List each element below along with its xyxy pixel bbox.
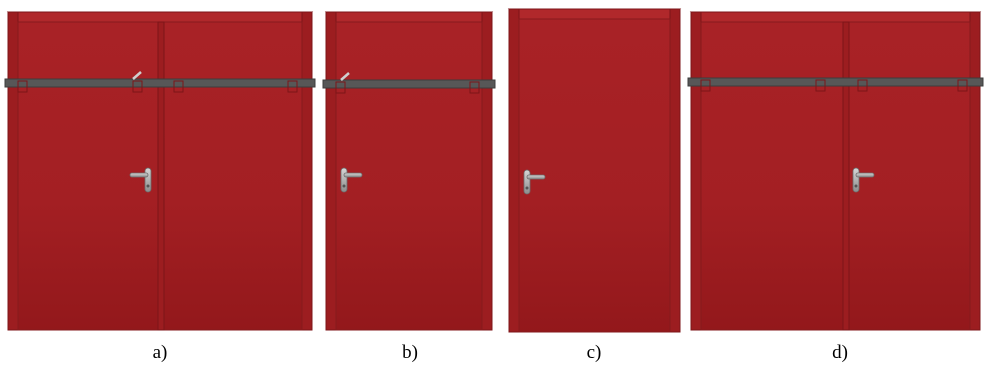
leaf-split: [843, 22, 849, 330]
doors: [5, 9, 983, 332]
panel-label: b): [402, 342, 418, 363]
keyhole: [855, 185, 858, 188]
frame-jamb: [691, 12, 701, 330]
frame-header: [326, 12, 492, 22]
handle-lever: [344, 173, 362, 177]
frame-jamb: [326, 12, 336, 330]
keyhole: [526, 187, 529, 190]
leaf-split: [158, 22, 164, 330]
handle-plate: [341, 168, 347, 192]
frame-header: [8, 12, 312, 22]
handle-plate: [853, 168, 859, 192]
door-frame: [326, 12, 492, 330]
frame-header: [691, 12, 980, 22]
handle-plate: [145, 168, 151, 192]
frame-jamb: [970, 12, 980, 330]
panel-label: c): [587, 342, 602, 363]
handle-lever: [527, 175, 545, 179]
panic-bar: [323, 80, 495, 88]
handle-lever: [856, 173, 874, 177]
keyhole: [343, 185, 346, 188]
panel-label: a): [153, 342, 168, 363]
door-frame: [691, 12, 980, 330]
panel-label: d): [832, 342, 848, 363]
frame-jamb: [8, 12, 18, 330]
frame-jamb: [509, 9, 519, 332]
handle-lever: [130, 173, 148, 177]
panic-bar: [688, 78, 983, 86]
panic-bar: [5, 79, 315, 87]
frame-header: [509, 9, 680, 19]
door-frame: [509, 9, 680, 332]
keyhole: [147, 185, 150, 188]
frame-jamb: [302, 12, 312, 330]
frame-jamb: [670, 9, 680, 332]
handle-plate: [524, 170, 530, 194]
frame-jamb: [482, 12, 492, 330]
figure: a) b) c) d): [0, 0, 986, 365]
